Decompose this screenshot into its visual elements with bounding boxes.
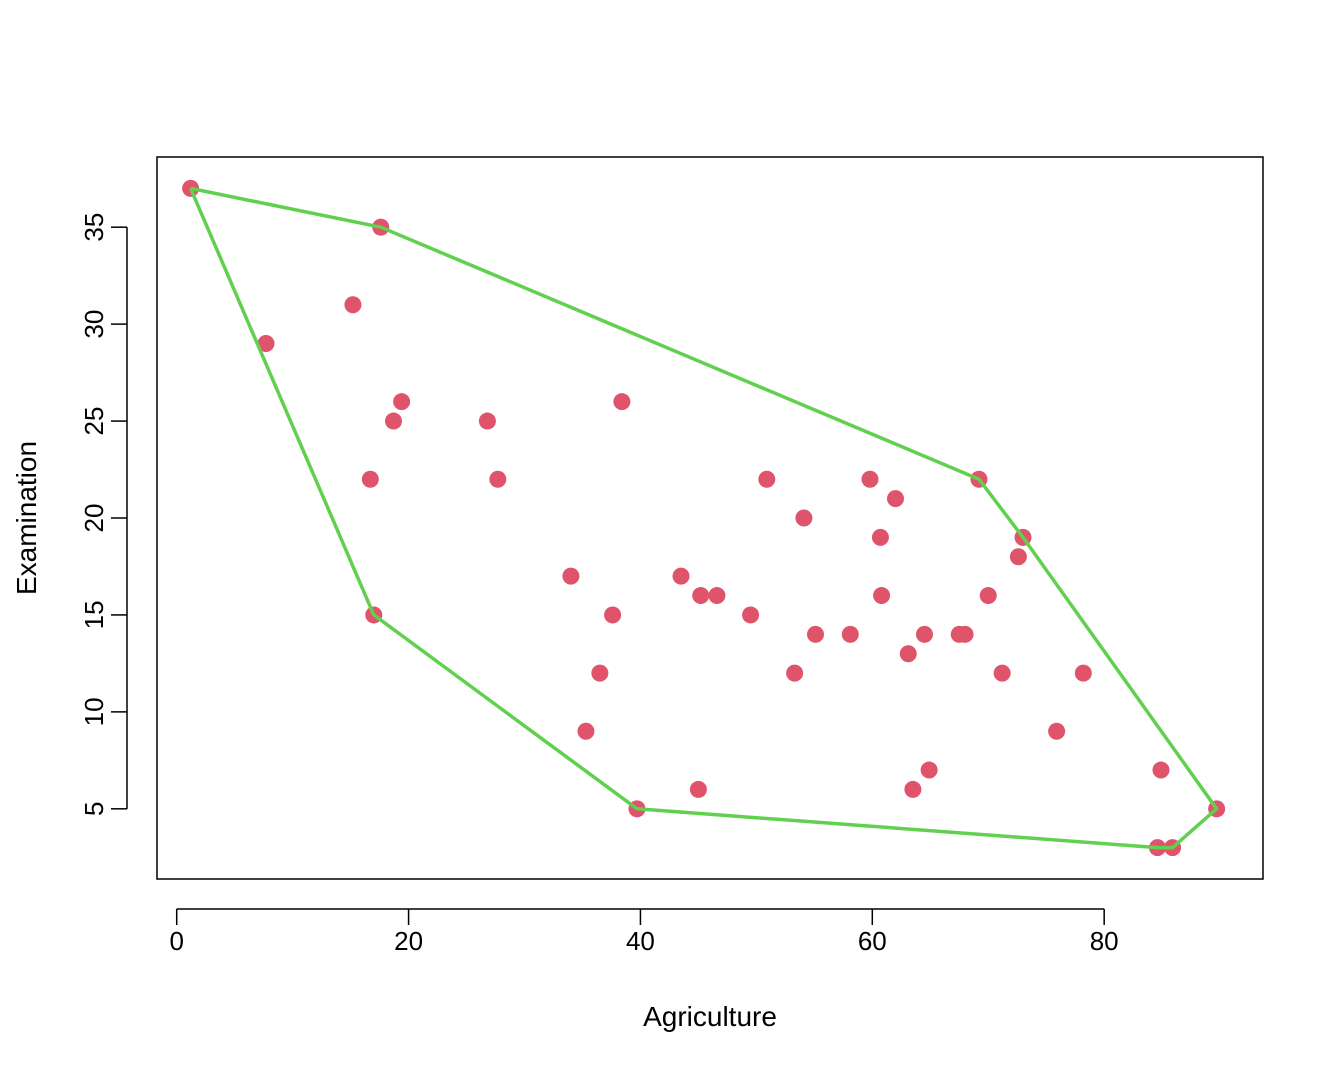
data-point <box>915 625 933 643</box>
data-point <box>806 625 824 643</box>
data-point <box>591 664 609 682</box>
data-point <box>758 470 776 488</box>
data-point <box>899 645 917 663</box>
data-point <box>886 490 904 508</box>
data-point <box>786 664 804 682</box>
data-point <box>1074 664 1092 682</box>
y-tick-label: 25 <box>79 407 109 436</box>
data-point <box>672 567 690 585</box>
data-point <box>385 412 403 430</box>
data-point <box>956 625 974 643</box>
data-point <box>257 335 275 353</box>
data-point <box>920 761 938 779</box>
data-point <box>689 780 707 798</box>
y-tick-label: 30 <box>79 310 109 339</box>
x-axis-title: Agriculture <box>643 1001 777 1032</box>
y-tick-label: 20 <box>79 504 109 533</box>
data-point <box>1048 722 1066 740</box>
y-tick-label: 15 <box>79 600 109 629</box>
hull-line <box>188 186 1219 850</box>
y-tick-label: 10 <box>79 697 109 726</box>
data-point <box>562 567 580 585</box>
y-axis-title: Examination <box>11 441 42 595</box>
x-tick-label: 60 <box>858 926 887 956</box>
y-tick-label: 35 <box>79 213 109 242</box>
data-point <box>478 412 496 430</box>
data-point <box>613 393 631 411</box>
data-point <box>871 528 889 546</box>
data-point <box>904 780 922 798</box>
data-point <box>841 625 859 643</box>
data-point <box>489 470 507 488</box>
data-point <box>861 470 879 488</box>
convex-hull <box>188 186 1219 850</box>
data-points <box>182 179 1226 857</box>
data-point <box>742 606 760 624</box>
data-point <box>1009 548 1027 566</box>
data-point <box>393 393 411 411</box>
data-point <box>577 722 595 740</box>
data-point <box>604 606 622 624</box>
x-tick-label: 80 <box>1090 926 1119 956</box>
x-tick-label: 0 <box>169 926 183 956</box>
y-axis: 5 10 15 20 25 30 35 <box>79 213 128 816</box>
data-point <box>344 296 362 314</box>
x-tick-label: 40 <box>626 926 655 956</box>
x-axis: 0 20 40 60 80 <box>169 908 1119 956</box>
data-point <box>708 587 726 605</box>
y-tick-label: 5 <box>79 802 109 816</box>
data-point <box>692 587 710 605</box>
data-point <box>1152 761 1170 779</box>
plot-frame <box>156 156 1264 880</box>
x-tick-label: 20 <box>394 926 423 956</box>
data-point <box>979 587 997 605</box>
data-point <box>361 470 379 488</box>
data-point <box>873 587 891 605</box>
data-point <box>795 509 813 527</box>
data-point <box>993 664 1011 682</box>
